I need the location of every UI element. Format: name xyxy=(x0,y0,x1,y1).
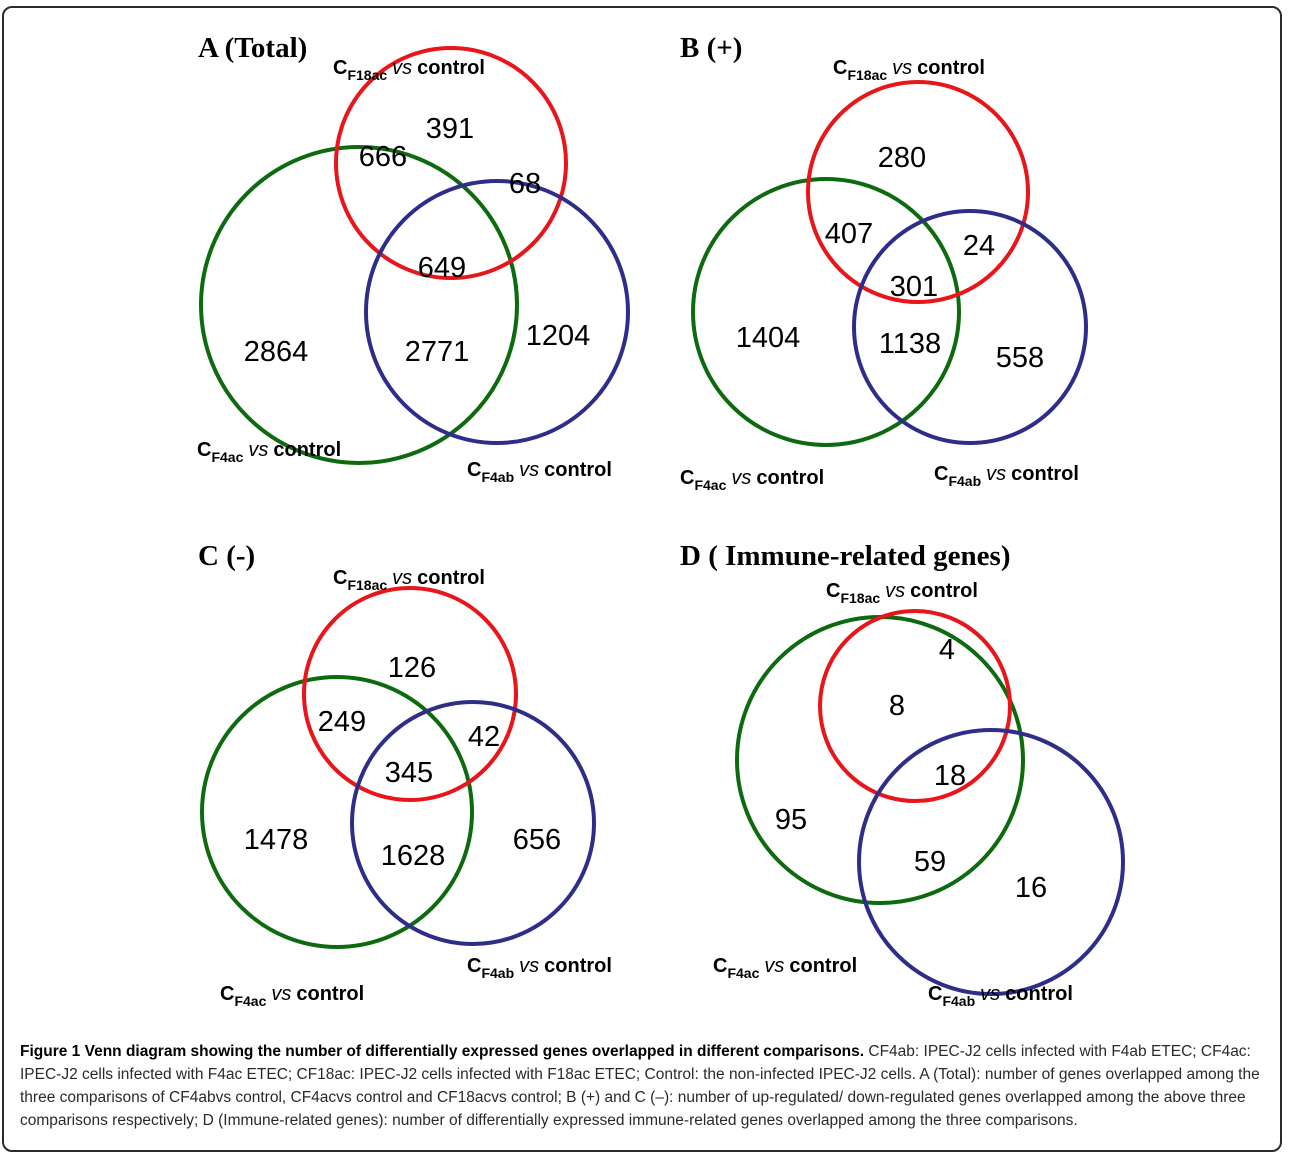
count-f18ac-f4ab: 42 xyxy=(468,721,500,753)
label-f18ac: CF18ac vs control xyxy=(333,567,485,593)
count-f18ac-f4ac: 666 xyxy=(359,141,407,173)
count-f4ac-only: 1404 xyxy=(736,322,801,354)
circle-f4ac xyxy=(200,675,474,949)
count-f18ac-f4ab: 68 xyxy=(509,168,541,200)
count-f4ac-only: 1478 xyxy=(244,824,309,856)
label-f4ab: CF4ab vs control xyxy=(934,463,1079,489)
caption-body: CF4ab: IPEC-J2 cells infected with F4ab … xyxy=(20,1043,1260,1129)
circle-f18ac xyxy=(334,46,568,280)
count-f4ab-only: 1204 xyxy=(526,320,591,352)
label-f4ac: CF4ac vs control xyxy=(197,439,341,465)
circle-f4ac xyxy=(199,145,519,465)
count-f4ac-f4ab: 1138 xyxy=(879,328,941,360)
circle-f4ab xyxy=(852,209,1088,445)
panel-b: B (+) 280 407 24 301 1404 1138 558 CF18a… xyxy=(680,32,1088,493)
circle-f4ab xyxy=(350,700,596,946)
count-all-three: 649 xyxy=(418,252,466,284)
count-f18ac-only: 391 xyxy=(426,113,474,145)
label-f4ac: CF4ac vs control xyxy=(680,467,824,493)
circle-f18ac xyxy=(818,609,1012,803)
label-f18ac: CF18ac vs control xyxy=(833,57,985,83)
panel-title: A (Total) xyxy=(198,32,307,64)
count-f4ab-only: 656 xyxy=(513,824,561,856)
count-f18ac-f4ac: 8 xyxy=(889,690,905,722)
label-f4ac: CF4ac vs control xyxy=(220,983,364,1009)
count-f4ac-f4ab: 59 xyxy=(914,846,946,878)
label-f4ab: CF4ab vs control xyxy=(928,983,1073,1009)
panel-title: D ( Immune-related genes) xyxy=(680,540,1010,572)
count-f18ac-f4ac: 249 xyxy=(318,706,366,738)
count-all-three: 18 xyxy=(934,760,966,792)
circle-f4ab xyxy=(364,179,630,445)
panel-title: C (-) xyxy=(198,540,255,572)
circle-f18ac xyxy=(302,586,518,802)
count-f18ac-only: 4 xyxy=(939,634,955,666)
caption-title: Figure 1 Venn diagram showing the number… xyxy=(20,1043,865,1060)
circle-f4ac xyxy=(691,177,961,447)
count-f18ac-only: 280 xyxy=(878,142,926,174)
count-f4ac-f4ab: 1628 xyxy=(381,840,446,872)
label-f4ab: CF4ab vs control xyxy=(467,955,612,981)
count-f4ab-only: 16 xyxy=(1015,872,1047,904)
count-all-three: 301 xyxy=(890,271,938,303)
figure-frame xyxy=(2,6,1282,1152)
count-f4ac-f4ab: 2771 xyxy=(405,336,470,368)
panel-c: C (-) 126 249 42 345 1478 1628 656 CF18a… xyxy=(198,540,612,1009)
label-f4ac: CF4ac vs control xyxy=(713,955,857,981)
circle-f18ac xyxy=(806,80,1030,304)
count-f18ac-f4ab: 24 xyxy=(963,230,995,262)
count-f4ac-only: 95 xyxy=(775,804,807,836)
panel-d: D ( Immune-related genes) 4 8 18 95 59 1… xyxy=(680,540,1125,1009)
label-f4ab: CF4ab vs control xyxy=(467,459,612,485)
panel-a: A (Total) 391 666 68 649 2864 2771 1204 … xyxy=(197,32,630,485)
venn-figure: A (Total) 391 666 68 649 2864 2771 1204 … xyxy=(197,32,1125,1009)
figure-caption: Figure 1 Venn diagram showing the number… xyxy=(20,1040,1270,1132)
label-f18ac: CF18ac vs control xyxy=(333,57,485,83)
circle-f4ab xyxy=(857,728,1125,996)
count-all-three: 345 xyxy=(385,757,433,789)
count-f18ac-f4ac: 407 xyxy=(825,218,873,250)
panel-title: B (+) xyxy=(680,32,742,64)
circle-f4ac xyxy=(735,615,1025,905)
count-f4ac-only: 2864 xyxy=(244,336,309,368)
count-f4ab-only: 558 xyxy=(996,342,1044,374)
count-f18ac-only: 126 xyxy=(388,652,436,684)
label-f18ac: CF18ac vs control xyxy=(826,580,978,606)
